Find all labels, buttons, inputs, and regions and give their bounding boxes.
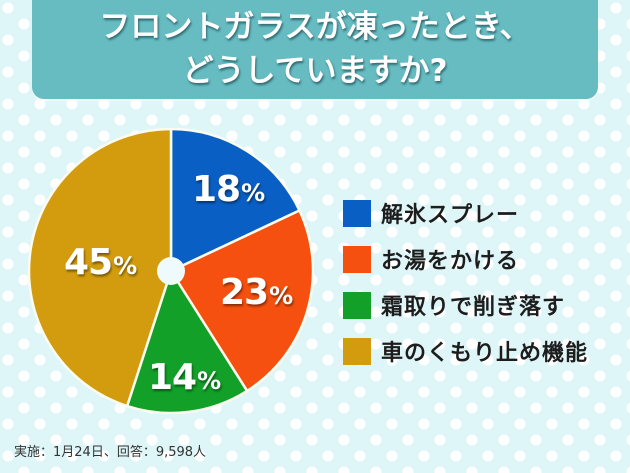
- chart-title-line2: どうしていますか?: [182, 53, 448, 89]
- legend-label: 車のくもり止め機能: [381, 341, 589, 366]
- legend-label: 霜取りで削ぎ落す: [381, 295, 566, 320]
- legend-label: お湯をかける: [381, 249, 520, 274]
- chart-title-line1: フロントガラスが凍ったとき、: [99, 9, 531, 45]
- legend-swatch: [343, 337, 371, 365]
- legend-label: 解氷スプレー: [381, 203, 520, 228]
- pie-label-scraper: 14%: [148, 357, 222, 398]
- pie-label-defogger: 45%: [64, 242, 138, 283]
- legend-item-hot-water: お湯をかける: [343, 245, 588, 274]
- pie-slice: [169, 209, 314, 393]
- title-banner: フロントガラスが凍ったとき、 どうしていますか?: [32, 0, 598, 99]
- pie-slice: [169, 128, 301, 273]
- pie-center-hole: [157, 257, 185, 285]
- legend-swatch: [343, 291, 371, 319]
- legend: 解氷スプレー お湯をかける 霜取りで削ぎ落す 車のくもり止め機能: [343, 199, 588, 383]
- legend-item-defogger: 車のくもり止め機能: [343, 337, 589, 366]
- survey-footnote: 実施：1月24日、回答：9,598人: [14, 445, 207, 460]
- legend-swatch: [343, 245, 371, 273]
- pie-slice: [125, 269, 249, 414]
- legend-swatch: [343, 199, 371, 227]
- pie-label-spray: 18%: [192, 169, 266, 210]
- legend-item-scraper: 霜取りで削ぎ落す: [343, 291, 588, 320]
- pie-svg: [28, 128, 314, 414]
- pie-chart: 18% 23% 14% 45%: [28, 128, 314, 414]
- legend-item-spray: 解氷スプレー: [343, 199, 588, 228]
- pie-slice: [28, 128, 173, 408]
- pie-label-hot-water: 23%: [220, 272, 294, 313]
